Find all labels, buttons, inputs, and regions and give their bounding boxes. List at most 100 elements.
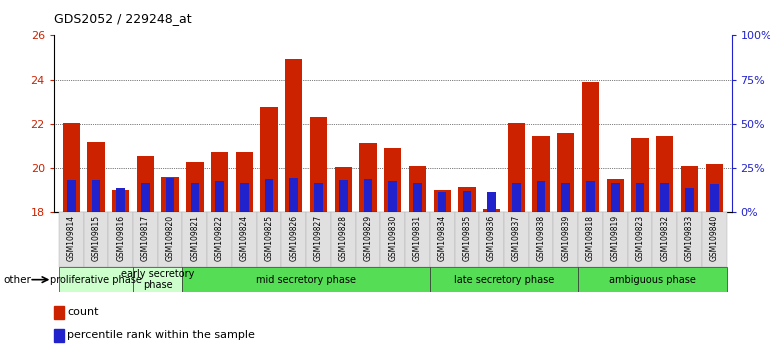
Text: GSM109822: GSM109822 [215, 215, 224, 261]
Bar [62, 123, 80, 212]
Bar [710, 184, 718, 212]
Bar [487, 193, 496, 212]
Text: GSM109826: GSM109826 [290, 215, 298, 261]
FancyBboxPatch shape [405, 212, 430, 267]
Text: GSM109834: GSM109834 [437, 215, 447, 261]
Bar [186, 161, 203, 212]
Bar [705, 164, 723, 212]
Bar [141, 183, 149, 212]
Text: late secretory phase: late secretory phase [454, 275, 554, 285]
Text: GSM109832: GSM109832 [660, 215, 669, 261]
FancyBboxPatch shape [256, 212, 281, 267]
Bar [483, 209, 501, 212]
Text: GSM109838: GSM109838 [537, 215, 546, 261]
Bar [162, 177, 179, 212]
Bar [561, 183, 570, 212]
Text: GSM109823: GSM109823 [635, 215, 644, 261]
Bar [92, 180, 100, 212]
Bar [532, 136, 550, 212]
FancyBboxPatch shape [84, 212, 109, 267]
FancyBboxPatch shape [182, 212, 207, 267]
FancyBboxPatch shape [232, 212, 256, 267]
FancyBboxPatch shape [59, 267, 133, 292]
Text: early secretory
phase: early secretory phase [121, 269, 195, 291]
FancyBboxPatch shape [158, 212, 182, 267]
Text: GSM109821: GSM109821 [190, 215, 199, 261]
FancyBboxPatch shape [479, 212, 504, 267]
Bar [87, 142, 105, 212]
Bar [310, 117, 327, 212]
Bar [631, 138, 648, 212]
Text: GSM109837: GSM109837 [512, 215, 521, 261]
Bar [463, 192, 471, 212]
Text: mid secretory phase: mid secretory phase [256, 275, 357, 285]
Bar [265, 179, 273, 212]
Bar [507, 123, 525, 212]
Bar [290, 178, 298, 212]
Bar [314, 183, 323, 212]
Bar [388, 182, 397, 212]
Bar [413, 183, 422, 212]
Bar [661, 183, 669, 212]
FancyBboxPatch shape [454, 212, 479, 267]
Text: GSM109836: GSM109836 [487, 215, 496, 261]
Bar [166, 178, 175, 212]
Text: GSM109839: GSM109839 [561, 215, 571, 261]
Bar [360, 143, 377, 212]
Bar [339, 180, 347, 212]
FancyBboxPatch shape [109, 212, 133, 267]
Bar [438, 193, 447, 212]
Bar [384, 148, 401, 212]
FancyBboxPatch shape [356, 212, 380, 267]
Bar [611, 183, 620, 212]
FancyBboxPatch shape [603, 212, 628, 267]
Bar [512, 183, 521, 212]
Bar [582, 82, 599, 212]
FancyBboxPatch shape [677, 212, 701, 267]
Bar [607, 179, 624, 212]
Text: GSM109819: GSM109819 [611, 215, 620, 261]
FancyBboxPatch shape [554, 212, 578, 267]
FancyBboxPatch shape [207, 212, 232, 267]
Bar [67, 180, 75, 212]
Bar [458, 187, 476, 212]
Text: GSM109827: GSM109827 [314, 215, 323, 261]
Text: GSM109815: GSM109815 [92, 215, 100, 261]
FancyBboxPatch shape [306, 212, 331, 267]
FancyBboxPatch shape [504, 212, 529, 267]
FancyBboxPatch shape [380, 212, 405, 267]
FancyBboxPatch shape [331, 212, 356, 267]
Text: count: count [68, 307, 99, 318]
Text: GDS2052 / 229248_at: GDS2052 / 229248_at [54, 12, 192, 25]
Bar [216, 182, 224, 212]
Text: percentile rank within the sample: percentile rank within the sample [68, 330, 255, 341]
Text: GSM109840: GSM109840 [710, 215, 718, 261]
FancyBboxPatch shape [578, 267, 727, 292]
Text: GSM109814: GSM109814 [67, 215, 75, 261]
Bar [116, 188, 125, 212]
Bar [190, 183, 199, 212]
Bar [260, 107, 278, 212]
FancyBboxPatch shape [529, 212, 554, 267]
Bar [335, 167, 352, 212]
Text: ambiguous phase: ambiguous phase [609, 275, 696, 285]
Bar [586, 182, 595, 212]
Bar [434, 190, 450, 212]
Bar [557, 133, 574, 212]
Bar [681, 166, 698, 212]
Text: GSM109820: GSM109820 [166, 215, 175, 261]
Text: GSM109833: GSM109833 [685, 215, 694, 261]
FancyBboxPatch shape [133, 267, 182, 292]
FancyBboxPatch shape [701, 212, 727, 267]
Bar [211, 152, 228, 212]
Bar [537, 182, 545, 212]
Text: GSM109825: GSM109825 [265, 215, 273, 261]
Bar [112, 190, 129, 212]
Bar [54, 306, 63, 319]
FancyBboxPatch shape [430, 212, 454, 267]
FancyBboxPatch shape [430, 267, 578, 292]
Bar [240, 183, 249, 212]
Text: GSM109835: GSM109835 [463, 215, 471, 261]
FancyBboxPatch shape [652, 212, 677, 267]
Text: GSM109829: GSM109829 [363, 215, 373, 261]
